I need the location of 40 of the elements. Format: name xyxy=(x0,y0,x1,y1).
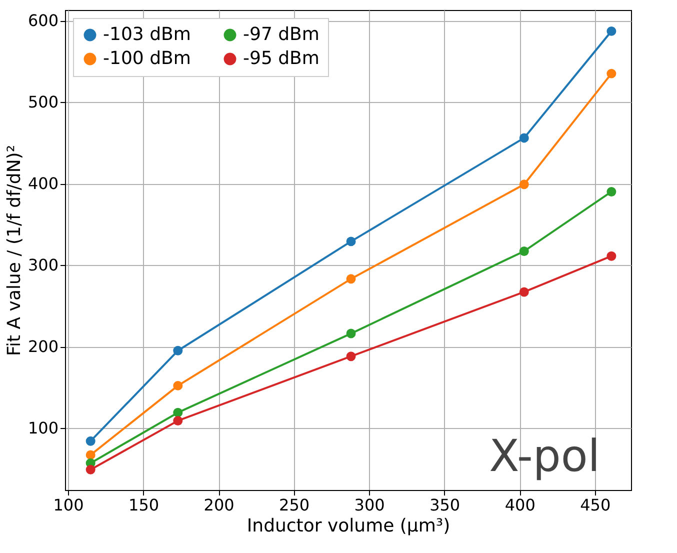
x-tick-label: 350 xyxy=(430,496,460,514)
y-tick-label: 500 xyxy=(28,92,58,112)
x-tick-label: 300 xyxy=(354,496,385,514)
x-axis-title: Inductor volume (μm³) xyxy=(246,516,450,536)
point xyxy=(86,464,96,474)
point xyxy=(606,26,616,36)
point xyxy=(346,274,356,284)
point xyxy=(173,346,183,356)
x-tick-label: 400 xyxy=(504,496,536,514)
y-axis-title: Fit A value / (1/f df/dN)² xyxy=(4,144,25,356)
y-tick-label: 300 xyxy=(28,256,58,275)
legend-label: -100 dBm xyxy=(103,48,191,69)
legend-label: -97 dBm xyxy=(243,24,320,45)
point xyxy=(519,133,529,143)
point xyxy=(519,287,529,297)
legend-label: -103 dBm xyxy=(103,24,191,45)
x-tick-label: 450 xyxy=(580,496,611,514)
point xyxy=(346,352,356,362)
point xyxy=(173,408,183,418)
point xyxy=(86,436,96,446)
point xyxy=(173,380,183,390)
y-tick-label: 400 xyxy=(28,174,58,194)
y-tick-label: 100 xyxy=(28,418,58,438)
point xyxy=(173,416,183,426)
y-tick-label: 200 xyxy=(28,337,58,356)
x-tick-label: 150 xyxy=(128,496,160,514)
point xyxy=(86,450,96,460)
point xyxy=(606,187,616,196)
point xyxy=(519,180,529,190)
point xyxy=(606,68,616,78)
x-tick-label: 100 xyxy=(53,496,84,514)
y-tick-label: 600 xyxy=(28,11,58,30)
legend-label: -95 dBm xyxy=(243,48,320,69)
annotation: X-pol xyxy=(489,431,600,482)
point xyxy=(346,328,356,338)
point xyxy=(606,251,616,261)
x-tick-label: 250 xyxy=(279,496,310,514)
x-tick-label: 200 xyxy=(204,496,234,514)
point xyxy=(346,236,356,246)
point xyxy=(519,246,529,256)
